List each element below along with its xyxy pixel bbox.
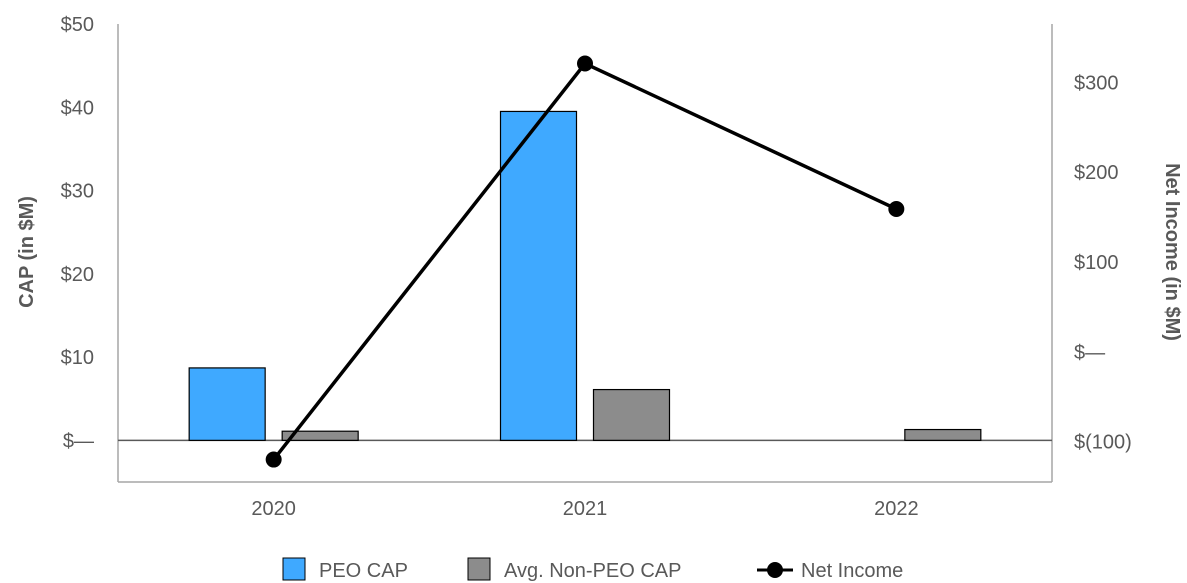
y2-axis-title: Net Income (in $M) [1161,163,1183,341]
legend-swatch-non-peo-cap [467,557,491,581]
legend-label-peo-cap: PEO CAP [319,560,408,582]
y-tick-label: $50 [61,14,94,36]
line-series [265,55,905,468]
bar [904,428,982,441]
y2-tick-label: $(100) [1074,432,1132,454]
tick-labels: $— $10 $20 $30 $40 $50 $(100) $— $100 $200 $300 202… [61,14,1132,520]
y-tick-label: $20 [61,264,94,286]
y-tick-label: $— [63,430,94,452]
y-tick-label: $10 [61,347,94,369]
bar [499,110,578,441]
legend-label-non-peo-cap: Avg. Non-PEO CAP [504,560,681,582]
x-tick-label: 2022 [874,498,919,520]
y2-tick-label: $300 [1074,72,1119,94]
y-tick-label: $40 [61,97,94,119]
y-axis-title: CAP (in $M) [16,196,38,308]
y2-tick-label: $100 [1074,252,1119,274]
bar [592,388,671,441]
x-tick-label: 2020 [251,498,296,520]
y2-tick-label: $— [1074,342,1105,364]
x-tick-label: 2021 [563,498,608,520]
bar [188,367,266,441]
legend-marker-net-income [767,562,783,578]
y-tick-label: $30 [61,181,94,203]
net-income-point [888,200,905,217]
legend-label-net-income: Net Income [801,560,903,582]
net-income-point [577,55,593,72]
legend-swatch-peo-cap [282,557,306,581]
legend: PEO CAP Avg. Non-PEO CAP Net Income [282,557,903,582]
chart-axes [117,24,1053,483]
net-income-point [265,451,282,468]
y2-tick-label: $200 [1074,162,1119,184]
bar [281,430,359,441]
net-income-line [272,61,898,461]
bar-series [188,110,982,441]
